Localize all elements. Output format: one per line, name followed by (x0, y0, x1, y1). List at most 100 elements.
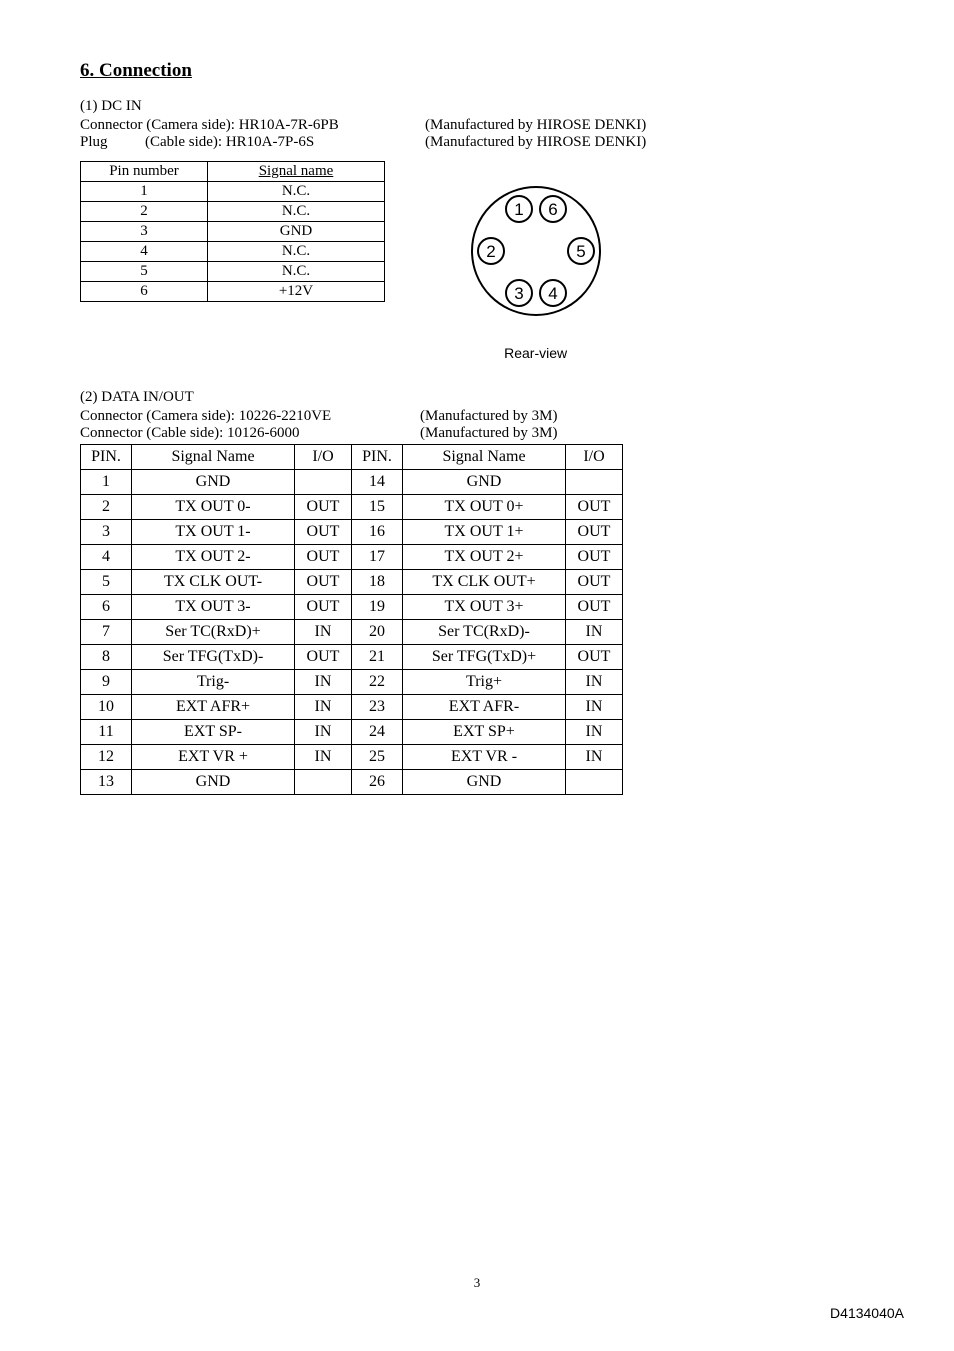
cell-pin: 1 (81, 470, 132, 495)
svg-text:6: 6 (548, 200, 557, 219)
cell-pin: 7 (81, 620, 132, 645)
cell-name: TX OUT 2+ (403, 545, 566, 570)
s2-mfg-camera: (Manufactured by 3M) (420, 408, 557, 425)
cell-pin: 18 (352, 570, 403, 595)
cell-name: GND (403, 470, 566, 495)
s2-conn-camera: Connector (Camera side): 10226-2210VE (80, 408, 420, 425)
cell-name: Trig- (132, 670, 295, 695)
cell-pin: 23 (352, 695, 403, 720)
cell-io: IN (566, 620, 623, 645)
cell-name: GND (132, 770, 295, 795)
th-pin: Pin number (81, 162, 208, 182)
cell-pin: 11 (81, 720, 132, 745)
cell-signal: +12V (208, 282, 385, 302)
cell-name: TX CLK OUT+ (403, 570, 566, 595)
th-io-l: I/O (295, 445, 352, 470)
cell-signal: N.C. (208, 242, 385, 262)
table-row: 7Ser TC(RxD)+IN20Ser TC(RxD)-IN (81, 620, 623, 645)
table-row: 8Ser TFG(TxD)-OUT21Ser TFG(TxD)+OUT (81, 645, 623, 670)
cell-name: TX OUT 2- (132, 545, 295, 570)
cell-io (295, 770, 352, 795)
cell-pin: 1 (81, 182, 208, 202)
cell-name: Ser TFG(TxD)- (132, 645, 295, 670)
cell-name: Ser TFG(TxD)+ (403, 645, 566, 670)
doc-id: D4134040A (830, 1305, 904, 1321)
section1-title: (1) DC IN (80, 98, 874, 115)
table-row: 10EXT AFR+IN23EXT AFR-IN (81, 695, 623, 720)
cell-name: GND (132, 470, 295, 495)
cell-signal: N.C. (208, 202, 385, 222)
cell-io (566, 770, 623, 795)
cell-io: IN (566, 670, 623, 695)
cell-pin: 13 (81, 770, 132, 795)
dc-in-pin-table: Pin number Signal name 1N.C.2N.C.3GND4N.… (80, 161, 385, 302)
th-pin-r: PIN. (352, 445, 403, 470)
svg-text:2: 2 (486, 242, 495, 261)
cell-io: IN (566, 720, 623, 745)
cell-pin: 10 (81, 695, 132, 720)
cell-pin: 2 (81, 495, 132, 520)
cell-pin: 15 (352, 495, 403, 520)
cell-pin: 25 (352, 745, 403, 770)
th-io-r: I/O (566, 445, 623, 470)
table-row: 6+12V (81, 282, 385, 302)
cell-io: OUT (295, 570, 352, 595)
cell-name: EXT SP- (132, 720, 295, 745)
cell-pin: 21 (352, 645, 403, 670)
cell-name: TX OUT 1+ (403, 520, 566, 545)
cell-pin: 3 (81, 222, 208, 242)
th-signal: Signal name (208, 162, 385, 182)
cell-name: EXT VR - (403, 745, 566, 770)
cell-io: IN (295, 620, 352, 645)
svg-text:1: 1 (514, 200, 523, 219)
section2-title: (2) DATA IN/OUT (80, 389, 874, 406)
cell-pin: 20 (352, 620, 403, 645)
cell-pin: 4 (81, 242, 208, 262)
cell-pin: 9 (81, 670, 132, 695)
s2-conn-cable: Connector (Cable side): 10126-6000 (80, 425, 420, 442)
table-row: 13GND26GND (81, 770, 623, 795)
cell-io: OUT (295, 645, 352, 670)
cell-io: OUT (295, 495, 352, 520)
cell-io: OUT (295, 595, 352, 620)
section-1: (1) DC IN Connector (Camera side): HR10A… (80, 98, 874, 361)
table-row: 3GND (81, 222, 385, 242)
th-name-l: Signal Name (132, 445, 295, 470)
cell-io: OUT (566, 495, 623, 520)
cell-name: TX OUT 1- (132, 520, 295, 545)
table-row: 3TX OUT 1-OUT16TX OUT 1+OUT (81, 520, 623, 545)
cell-io: OUT (295, 545, 352, 570)
section-2: (2) DATA IN/OUT Connector (Camera side):… (80, 389, 874, 795)
cell-name: EXT AFR- (403, 695, 566, 720)
cell-pin: 2 (81, 202, 208, 222)
svg-text:3: 3 (514, 284, 523, 303)
data-inout-table: PIN. Signal Name I/O PIN. Signal Name I/… (80, 444, 623, 795)
s2-mfg-cable: (Manufactured by 3M) (420, 425, 557, 442)
cell-name: TX OUT 3+ (403, 595, 566, 620)
cell-name: TX OUT 0- (132, 495, 295, 520)
table-row: 4TX OUT 2-OUT17TX OUT 2+OUT (81, 545, 623, 570)
cell-io: IN (295, 720, 352, 745)
conn-camera-line: Connector (Camera side): HR10A-7R-6PB (80, 117, 385, 134)
cell-io (295, 470, 352, 495)
cell-name: GND (403, 770, 566, 795)
table-header-row: PIN. Signal Name I/O PIN. Signal Name I/… (81, 445, 623, 470)
cell-name: Trig+ (403, 670, 566, 695)
connector-diagram: 123456 (441, 161, 631, 341)
table-row: 4N.C. (81, 242, 385, 262)
table-row: 11EXT SP-IN24EXT SP+IN (81, 720, 623, 745)
cell-name: TX OUT 0+ (403, 495, 566, 520)
cell-pin: 5 (81, 262, 208, 282)
cell-io: OUT (566, 545, 623, 570)
cell-io: OUT (566, 645, 623, 670)
cell-pin: 17 (352, 545, 403, 570)
cell-name: Ser TC(RxD)+ (132, 620, 295, 645)
cell-name: EXT SP+ (403, 720, 566, 745)
cell-io: IN (295, 695, 352, 720)
cell-pin: 6 (81, 282, 208, 302)
cell-signal: N.C. (208, 182, 385, 202)
mfg-camera: (Manufactured by HIROSE DENKI) (425, 117, 646, 134)
svg-text:4: 4 (548, 284, 557, 303)
th-pin-l: PIN. (81, 445, 132, 470)
cell-signal: N.C. (208, 262, 385, 282)
